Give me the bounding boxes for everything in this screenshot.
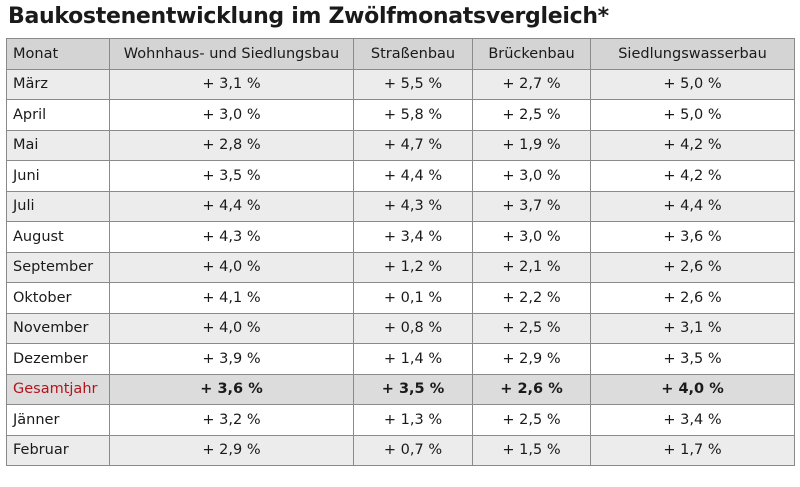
value-cell-wohnhaus: + 2,9 % <box>109 434 354 466</box>
value-cell-wohnhaus: + 4,0 % <box>109 312 354 344</box>
value-cell-strassenbau: + 5,5 % <box>353 68 473 100</box>
value-cell-brueckenbau: + 2,5 % <box>472 312 591 344</box>
value-cell-wohnhaus: + 3,5 % <box>109 160 354 192</box>
value-cell-wohnhaus: + 4,4 % <box>109 190 354 222</box>
table-row: März + 3,1 % + 5,5 % + 2,7 % + 5,0 % <box>6 68 795 100</box>
table-row: Juni + 3,5 % + 4,4 % + 3,0 % + 4,2 % <box>6 160 795 192</box>
value-cell-strassenbau: + 4,4 % <box>353 160 473 192</box>
table-title: Baukostenentwicklung im Zwölfmonatsvergl… <box>8 4 609 29</box>
month-cell: Februar <box>6 434 110 466</box>
table-row: April + 3,0 % + 5,8 % + 2,5 % + 5,0 % <box>6 99 795 131</box>
month-cell: September <box>6 251 110 283</box>
value-cell-siedlungswasserbau: + 1,7 % <box>590 434 795 466</box>
month-cell: Mai <box>6 129 110 161</box>
month-cell: Gesamtjahr <box>6 373 110 405</box>
value-cell-wohnhaus: + 3,2 % <box>109 404 354 436</box>
table-row: Jänner + 3,2 % + 1,3 % + 2,5 % + 3,4 % <box>6 404 795 436</box>
value-cell-wohnhaus: + 4,1 % <box>109 282 354 314</box>
table-row: Februar + 2,9 % + 0,7 % + 1,5 % + 1,7 % <box>6 434 795 466</box>
header-row: Monat Wohnhaus- und Siedlungsbau Straßen… <box>6 38 795 70</box>
column-header-wohnhaus: Wohnhaus- und Siedlungsbau <box>109 38 354 70</box>
value-cell-brueckenbau: + 3,0 % <box>472 160 591 192</box>
table-row: November + 4,0 % + 0,8 % + 2,5 % + 3,1 % <box>6 312 795 344</box>
value-cell-siedlungswasserbau: + 2,6 % <box>590 282 795 314</box>
column-header-strassenbau: Straßenbau <box>353 38 473 70</box>
value-cell-wohnhaus: + 4,0 % <box>109 251 354 283</box>
value-cell-brueckenbau: + 2,5 % <box>472 404 591 436</box>
value-cell-brueckenbau: + 3,7 % <box>472 190 591 222</box>
value-cell-wohnhaus: + 2,8 % <box>109 129 354 161</box>
value-cell-siedlungswasserbau: + 5,0 % <box>590 68 795 100</box>
month-cell: Jänner <box>6 404 110 436</box>
value-cell-wohnhaus: + 3,6 % <box>109 373 354 405</box>
value-cell-siedlungswasserbau: + 3,1 % <box>590 312 795 344</box>
table-row: Oktober + 4,1 % + 0,1 % + 2,2 % + 2,6 % <box>6 282 795 314</box>
month-cell: Juni <box>6 160 110 192</box>
value-cell-siedlungswasserbau: + 4,0 % <box>590 373 795 405</box>
value-cell-strassenbau: + 4,3 % <box>353 190 473 222</box>
value-cell-strassenbau: + 5,8 % <box>353 99 473 131</box>
value-cell-strassenbau: + 0,1 % <box>353 282 473 314</box>
value-cell-brueckenbau: + 3,0 % <box>472 221 591 253</box>
table-row: Mai + 2,8 % + 4,7 % + 1,9 % + 4,2 % <box>6 129 795 161</box>
value-cell-wohnhaus: + 3,9 % <box>109 343 354 375</box>
value-cell-brueckenbau: + 2,1 % <box>472 251 591 283</box>
value-cell-siedlungswasserbau: + 5,0 % <box>590 99 795 131</box>
column-header-siedlungswasserbau: Siedlungswasserbau <box>590 38 795 70</box>
value-cell-strassenbau: + 0,8 % <box>353 312 473 344</box>
value-cell-brueckenbau: + 2,2 % <box>472 282 591 314</box>
value-cell-strassenbau: + 1,3 % <box>353 404 473 436</box>
table-row: August + 4,3 % + 3,4 % + 3,0 % + 3,6 % <box>6 221 795 253</box>
value-cell-siedlungswasserbau: + 3,6 % <box>590 221 795 253</box>
month-cell: Oktober <box>6 282 110 314</box>
value-cell-strassenbau: + 1,4 % <box>353 343 473 375</box>
value-cell-siedlungswasserbau: + 4,2 % <box>590 129 795 161</box>
value-cell-siedlungswasserbau: + 4,2 % <box>590 160 795 192</box>
table-row: September + 4,0 % + 1,2 % + 2,1 % + 2,6 % <box>6 251 795 283</box>
column-header-month: Monat <box>6 38 110 70</box>
value-cell-wohnhaus: + 4,3 % <box>109 221 354 253</box>
month-cell: März <box>6 68 110 100</box>
table-row: Dezember + 3,9 % + 1,4 % + 2,9 % + 3,5 % <box>6 343 795 375</box>
value-cell-brueckenbau: + 1,9 % <box>472 129 591 161</box>
value-cell-strassenbau: + 3,4 % <box>353 221 473 253</box>
value-cell-brueckenbau: + 2,6 % <box>472 373 591 405</box>
month-cell: Dezember <box>6 343 110 375</box>
value-cell-strassenbau: + 0,7 % <box>353 434 473 466</box>
month-cell: August <box>6 221 110 253</box>
value-cell-strassenbau: + 1,2 % <box>353 251 473 283</box>
value-cell-brueckenbau: + 1,5 % <box>472 434 591 466</box>
value-cell-siedlungswasserbau: + 3,4 % <box>590 404 795 436</box>
value-cell-strassenbau: + 3,5 % <box>353 373 473 405</box>
value-cell-wohnhaus: + 3,1 % <box>109 68 354 100</box>
month-cell: April <box>6 99 110 131</box>
value-cell-strassenbau: + 4,7 % <box>353 129 473 161</box>
total-row: Gesamtjahr + 3,6 % + 3,5 % + 2,6 % + 4,0 % <box>6 373 795 405</box>
month-cell: Juli <box>6 190 110 222</box>
value-cell-siedlungswasserbau: + 2,6 % <box>590 251 795 283</box>
value-cell-brueckenbau: + 2,9 % <box>472 343 591 375</box>
cost-table: Monat Wohnhaus- und Siedlungsbau Straßen… <box>6 38 795 466</box>
value-cell-siedlungswasserbau: + 3,5 % <box>590 343 795 375</box>
table-body: März + 3,1 % + 5,5 % + 2,7 % + 5,0 % April + 3… <box>6 68 795 466</box>
table-row: Juli + 4,4 % + 4,3 % + 3,7 % + 4,4 % <box>6 190 795 222</box>
column-header-brueckenbau: Brückenbau <box>472 38 591 70</box>
value-cell-siedlungswasserbau: + 4,4 % <box>590 190 795 222</box>
value-cell-brueckenbau: + 2,7 % <box>472 68 591 100</box>
value-cell-wohnhaus: + 3,0 % <box>109 99 354 131</box>
month-cell: November <box>6 312 110 344</box>
value-cell-brueckenbau: + 2,5 % <box>472 99 591 131</box>
